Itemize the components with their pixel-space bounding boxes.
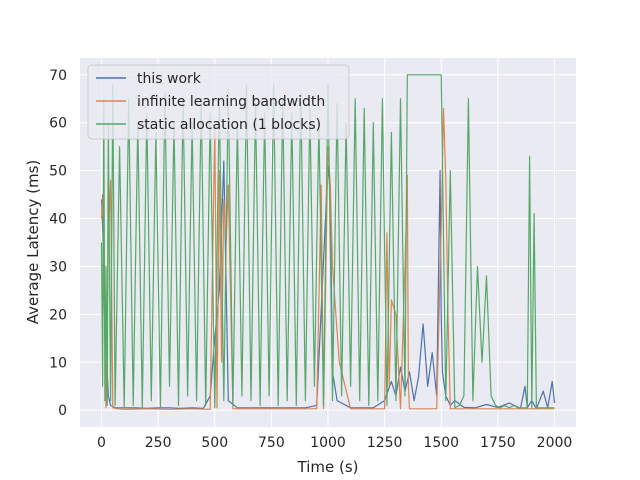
series-line-this-work xyxy=(100,160,556,410)
x-tick-label: 0 xyxy=(97,435,106,451)
x-tick-label: 1250 xyxy=(367,435,403,451)
legend-box xyxy=(87,64,350,140)
x-tick-label: 250 xyxy=(145,435,172,451)
x-tick-label: 500 xyxy=(201,435,228,451)
y-tick-label: 50 xyxy=(49,164,67,180)
y-tick-label: 0 xyxy=(58,403,67,419)
x-tick-label: 2000 xyxy=(537,435,573,451)
legend-label-infinite-learning-bandwidth: infinite learning bandwidth xyxy=(137,94,325,110)
series-layer xyxy=(100,74,556,410)
y-tick-label: 60 xyxy=(49,116,67,132)
y-tick-label: 20 xyxy=(49,307,67,323)
y-tick-label: 40 xyxy=(49,212,67,228)
legend-label-this-work: this work xyxy=(137,71,202,87)
x-tick-label: 1500 xyxy=(423,435,459,451)
legend-label-static-allocation: static allocation (1 blocks) xyxy=(137,117,321,133)
x-axis-label: Time (s) xyxy=(297,458,359,476)
series-line-infinite-learning-bandwidth xyxy=(100,107,555,410)
y-tick-label: 30 xyxy=(49,259,67,275)
x-tick-label: 1750 xyxy=(480,435,516,451)
y-tick-label: 10 xyxy=(49,355,67,371)
legend: this work infinite learning bandwidth st… xyxy=(87,64,350,140)
y-axis-label: Average Latency (ms) xyxy=(24,160,42,325)
x-tick-label: 1000 xyxy=(310,435,346,451)
tick-labels: 0 250 500 750 1000 1250 1500 1750 2000 0 10 20 30 40 5… xyxy=(49,68,572,451)
x-tick-label: 750 xyxy=(258,435,285,451)
y-tick-label: 70 xyxy=(49,68,67,84)
series-line-static-allocation-1-blocks xyxy=(100,74,555,409)
